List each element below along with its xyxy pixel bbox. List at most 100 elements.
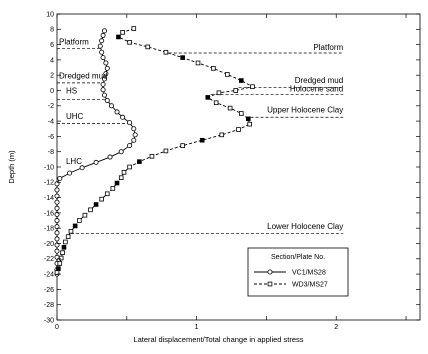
legend-marker-VC1/MS28 [267, 269, 273, 275]
y-tick-label: 4 [50, 57, 54, 64]
data-point [127, 143, 133, 149]
label-dredged-mud-right: Dredged mud [295, 76, 343, 85]
y-tick-label: 8 [50, 27, 54, 34]
data-point [57, 175, 63, 181]
data-point [100, 55, 106, 61]
data-point [99, 49, 105, 55]
data-point [61, 245, 67, 250]
data-point [131, 137, 137, 143]
data-point [93, 202, 99, 207]
data-point [199, 137, 205, 143]
data-point [97, 43, 103, 49]
data-point [54, 199, 60, 205]
data-point [195, 60, 201, 66]
legend-title: Section/Plate No. [271, 254, 325, 261]
data-point [88, 207, 93, 213]
x-tick-label: 0 [55, 324, 59, 331]
data-point [163, 49, 169, 55]
data-point [107, 154, 113, 160]
data-point [100, 81, 106, 87]
data-point [79, 165, 85, 171]
legend-marker-WD3/MS27 [267, 281, 273, 287]
y-tick-label: -14 [44, 195, 54, 202]
plot-border [56, 13, 421, 321]
data-point [101, 92, 107, 98]
data-point [121, 170, 127, 175]
series-VC1/MS28 [54, 28, 138, 277]
legend-label-VC1/MS28: VC1/MS28 [292, 270, 326, 277]
data-point [54, 242, 60, 248]
data-point [120, 30, 125, 35]
data-point [54, 230, 60, 236]
data-point [77, 218, 82, 223]
label-dredged-mud-left: Dredged mud [59, 71, 107, 80]
data-point [213, 100, 219, 106]
label-holocene-sand: Holocene sand [290, 84, 343, 93]
y-tick-label: -26 [44, 287, 54, 294]
data-point [103, 71, 109, 77]
data-point [108, 103, 114, 109]
data-point [118, 149, 124, 155]
y-tick-label: -6 [48, 134, 54, 141]
data-point [58, 255, 64, 261]
label-upper-holocene-clay: Upper Holocene Clay [267, 106, 343, 115]
y-tick-label: 10 [46, 11, 54, 18]
data-point [245, 116, 251, 122]
data-point [60, 250, 65, 255]
data-point [104, 97, 110, 103]
data-point [236, 127, 241, 132]
data-point [54, 236, 60, 242]
data-point [110, 186, 116, 191]
y-tick-label: -18 [44, 226, 54, 233]
data-point [149, 153, 155, 159]
label-uhc: UHC [66, 112, 84, 121]
series-WD3/MS27 [54, 26, 255, 275]
label-platform-right: Platform [313, 43, 343, 52]
data-point [205, 95, 211, 100]
data-point [99, 196, 104, 202]
x-tick-label: 1 [195, 324, 199, 331]
data-point [250, 84, 255, 89]
data-point [180, 55, 185, 60]
data-point [145, 44, 151, 50]
y-tick-label: 0 [50, 88, 54, 95]
data-point [120, 114, 126, 120]
data-point [72, 223, 78, 229]
label-platform-left: Platform [59, 38, 89, 47]
data-point [225, 72, 230, 77]
data-point [104, 65, 110, 71]
series-line-WD3/MS27 [56, 28, 254, 273]
data-point [114, 109, 120, 115]
data-point [54, 248, 60, 254]
y-axis-title: Depth (m) [7, 150, 16, 184]
y-tick-label: -4 [48, 119, 54, 126]
y-tick-label: -2 [48, 103, 54, 110]
x-tick-label: 2 [334, 324, 338, 331]
data-point [238, 111, 244, 116]
y-tick-label: -12 [44, 180, 54, 187]
y-tick-label: -30 [44, 317, 54, 324]
data-point [103, 60, 109, 66]
data-point [216, 90, 222, 96]
legend: Section/Plate No. VC1/MS28 WD3/MS27 [247, 247, 349, 297]
data-point [238, 78, 244, 83]
layer-boundaries [57, 48, 344, 234]
data-point [219, 132, 225, 138]
plot-frame [56, 13, 421, 321]
layer-annotations: Platform Dredged mud HS UHC LHC Platform Dredg… [59, 38, 344, 231]
data-point [54, 224, 60, 230]
data-point [137, 159, 142, 164]
label-lhc: LHC [66, 157, 82, 166]
data-point [132, 132, 138, 138]
data-point [54, 187, 60, 193]
data-point [63, 239, 68, 245]
data-point [127, 164, 132, 170]
data-point [93, 159, 99, 165]
data-point [99, 38, 105, 44]
data-point [82, 212, 88, 218]
series-layer [54, 26, 255, 277]
data-point [180, 143, 185, 148]
data-point [54, 270, 60, 275]
data-point [54, 205, 60, 211]
